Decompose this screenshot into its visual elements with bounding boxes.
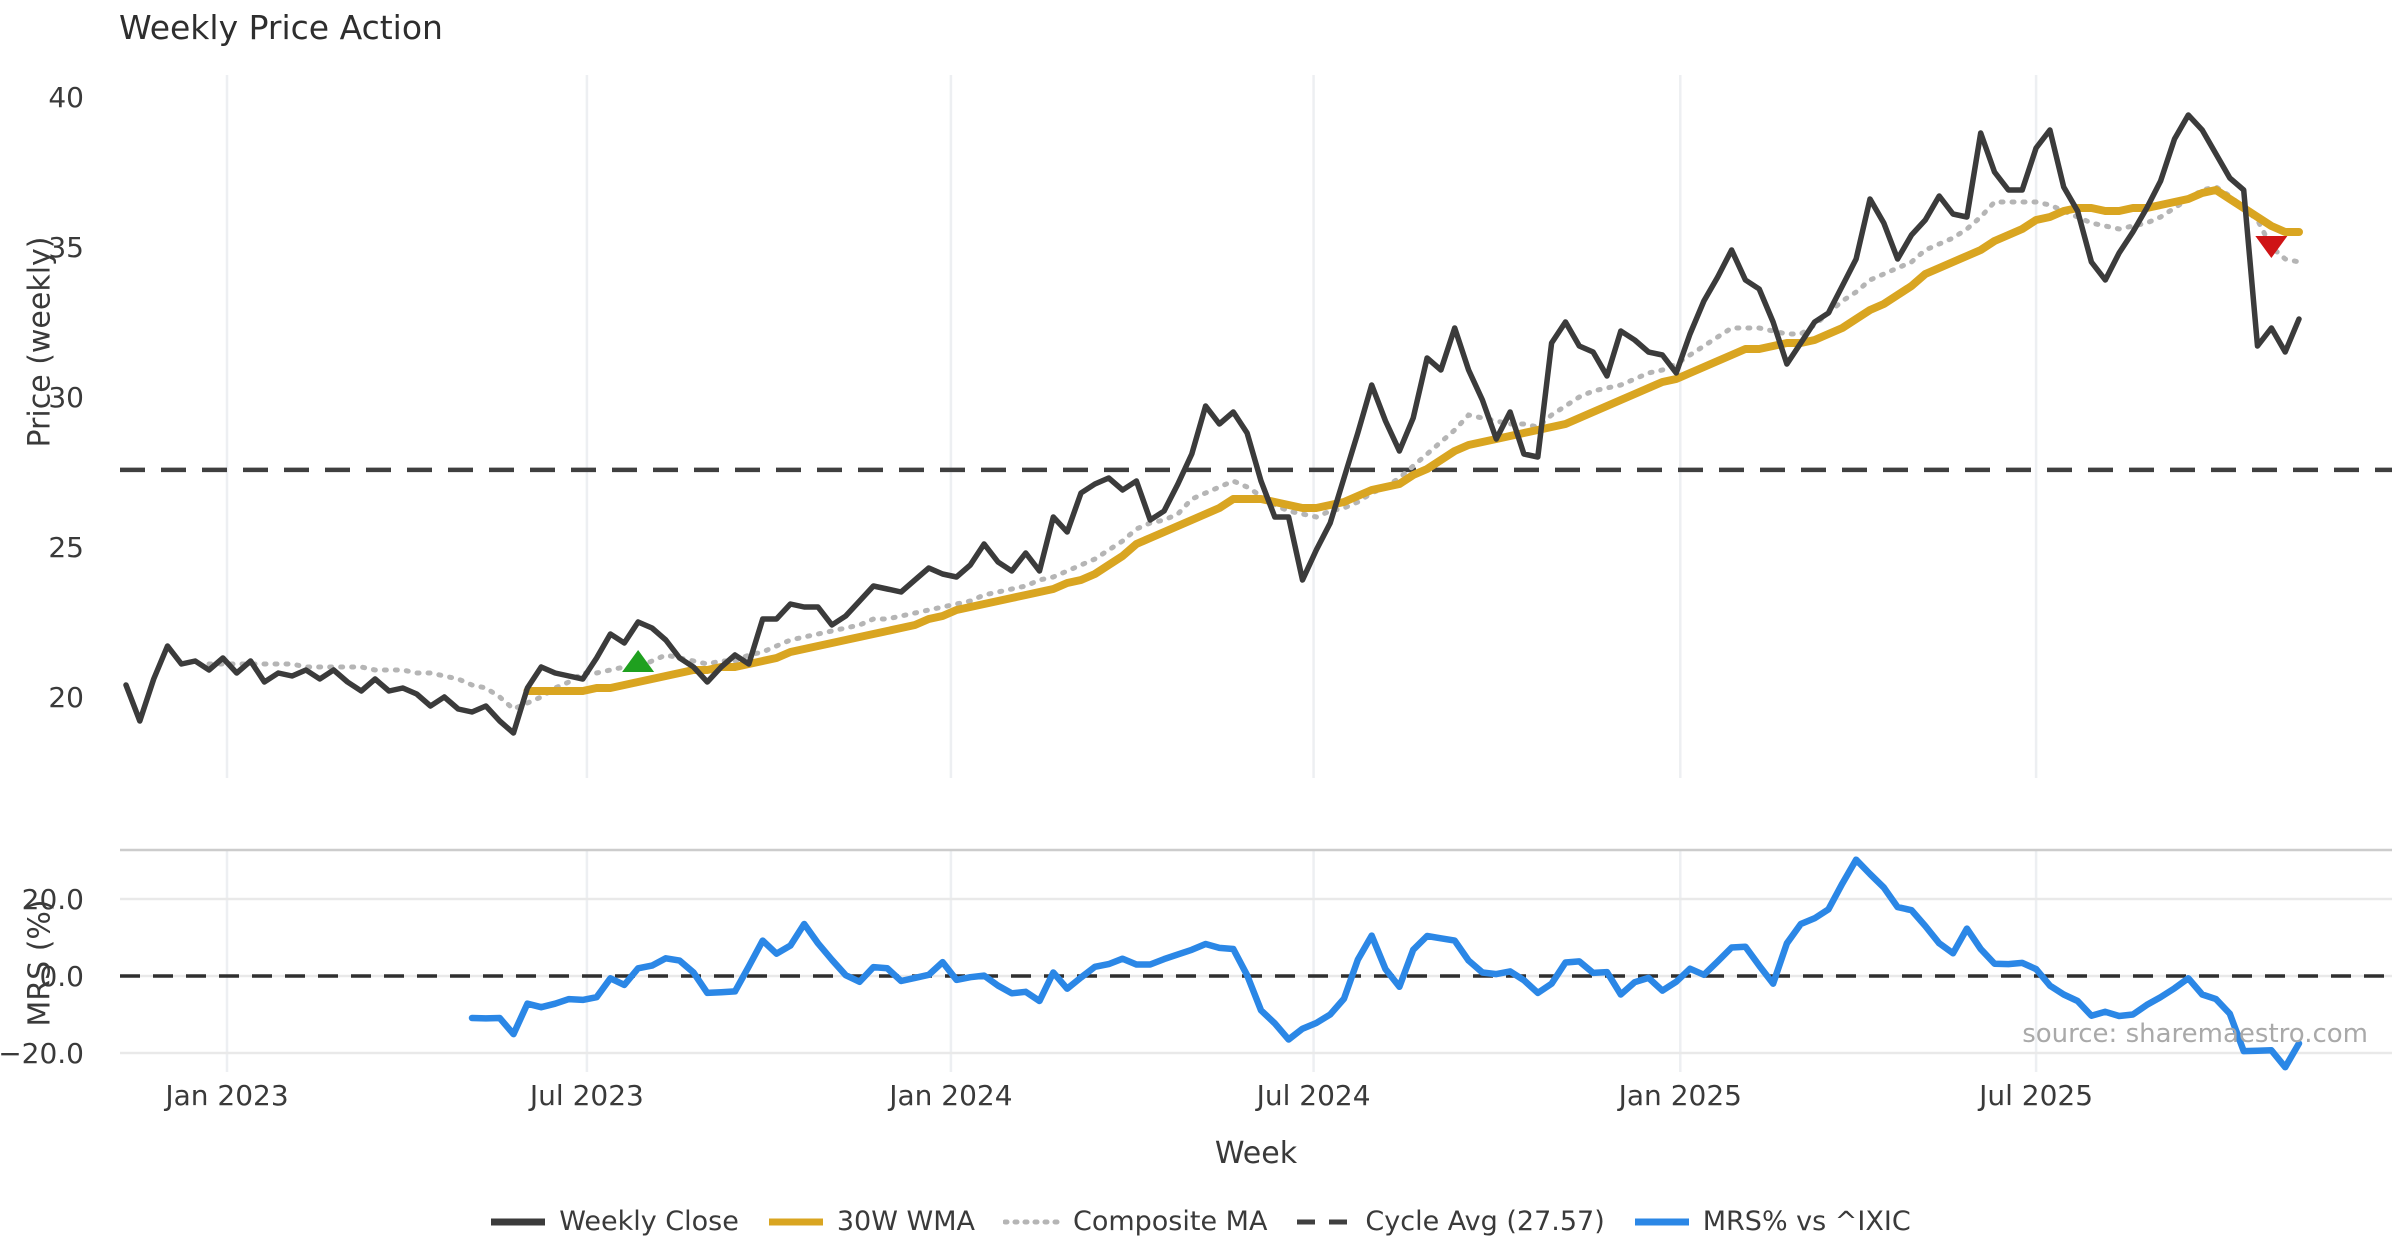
- buy-signal-marker: [622, 650, 655, 672]
- x-tick-label: Jul 2024: [1255, 1079, 1371, 1112]
- price-ytick-label: 30: [48, 381, 84, 414]
- legend-swatch-cycle-avg-27-57-: [1297, 1219, 1352, 1224]
- legend-item: Composite MA: [1002, 1206, 1268, 1237]
- legend-label: Cycle Avg (27.57): [1365, 1206, 1605, 1237]
- legend-label: Weekly Close: [559, 1206, 739, 1237]
- mrs-ytick-label: 20.0: [22, 883, 84, 916]
- legend-item: Cycle Avg (27.57): [1295, 1206, 1605, 1237]
- x-tick-label: Jul 2023: [528, 1079, 644, 1112]
- price-ytick-label: 35: [48, 231, 84, 264]
- price-ytick-label: 40: [48, 81, 84, 114]
- legend-swatch-weekly-close: [491, 1218, 546, 1225]
- x-tick-label: Jan 2024: [887, 1079, 1012, 1112]
- legend-item: MRS% vs ^IXIC: [1633, 1206, 1911, 1237]
- source-watermark: source: sharemaestro.com: [2022, 1019, 2368, 1049]
- wma-30w-line: [523, 186, 2303, 695]
- legend-label: Composite MA: [1072, 1206, 1268, 1237]
- x-tick-label: Jul 2025: [1977, 1079, 2093, 1112]
- x-tick-label: Jan 2023: [163, 1079, 288, 1112]
- legend-label: 30W WMA: [836, 1206, 975, 1237]
- mrs-ytick-label: 0.0: [39, 960, 84, 993]
- legend-swatch-composite-ma: [1002, 1219, 1061, 1224]
- page-title: Weekly Price Action: [119, 8, 443, 47]
- mrs-line: [468, 856, 2303, 1071]
- legend-swatch-mrs-vs-ixic: [1634, 1218, 1689, 1225]
- sell-signal-marker: [2255, 236, 2288, 258]
- chart-legend: Weekly Close 30W WMA Composite MA Cycle Avg…: [0, 1206, 2400, 1237]
- legend-label: MRS% vs ^IXIC: [1702, 1206, 1911, 1237]
- legend-swatch-30w-wma: [768, 1218, 823, 1225]
- gridlines: [120, 75, 2392, 1072]
- price-ytick-label: 20: [48, 681, 84, 714]
- weekly-close-line: [123, 112, 2302, 736]
- x-tick-label: Jan 2025: [1617, 1079, 1742, 1112]
- mrs-ytick-label: −20.0: [0, 1037, 84, 1070]
- x-axis-label: Week: [1214, 1136, 1298, 1171]
- legend-item: 30W WMA: [767, 1206, 975, 1237]
- price-ytick-label: 25: [48, 531, 84, 564]
- legend-item: Weekly Close: [489, 1206, 739, 1237]
